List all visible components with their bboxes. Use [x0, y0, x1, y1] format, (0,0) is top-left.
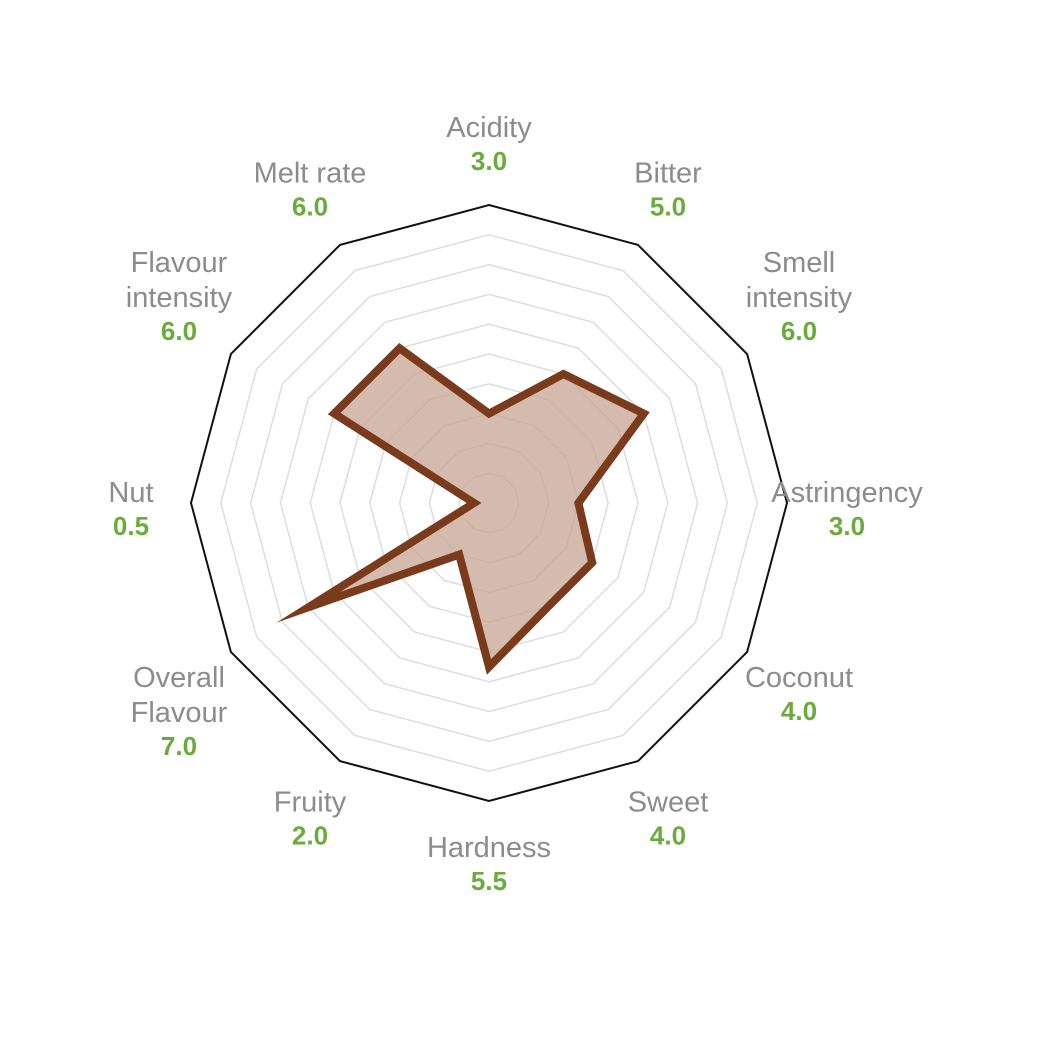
grid-ring [279, 293, 699, 713]
axis-label: Coconut [745, 662, 853, 694]
axis-value-label: 7.0 [161, 731, 197, 761]
axis-value-label: 6.0 [781, 316, 817, 346]
axis-label: intensity [126, 282, 233, 314]
axis-value-label: 6.0 [161, 316, 197, 346]
axis-value-label: 5.0 [650, 192, 686, 222]
axis-label: Sweet [628, 786, 709, 818]
outer-ring [189, 203, 789, 803]
axis-label: Flavour [131, 697, 228, 729]
axis-label: Bitter [634, 158, 702, 190]
axis-value-label: 3.0 [829, 511, 865, 541]
series-layer [276, 342, 650, 675]
axis-value-label: 6.0 [292, 192, 328, 222]
axis-label: Fruity [274, 786, 347, 818]
axis-label: Acidity [446, 112, 532, 144]
axis-label: Hardness [427, 832, 551, 864]
grid-ring [220, 234, 758, 772]
axis-label: Melt rate [254, 158, 367, 190]
grid-ring [249, 263, 729, 743]
axis-label: Astringency [771, 477, 923, 509]
axis-value-label: 2.0 [292, 820, 328, 850]
axis-label: Nut [108, 477, 153, 509]
series-polygon [276, 342, 650, 675]
axis-label: Flavour [131, 247, 228, 279]
outer-ring-polygon [189, 203, 789, 803]
axis-value-label: 4.0 [650, 820, 686, 850]
axis-label: intensity [746, 282, 853, 314]
axis-label: Overall [133, 662, 225, 694]
axis-value-label: 5.5 [471, 866, 507, 896]
axis-value-label: 4.0 [781, 696, 817, 726]
axis-value-label: 0.5 [113, 511, 149, 541]
axis-label: Smell [763, 247, 836, 279]
axis-value-label: 3.0 [471, 146, 507, 176]
